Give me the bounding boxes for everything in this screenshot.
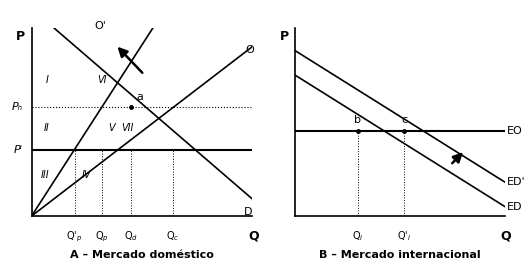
- Text: ED: ED: [507, 202, 522, 212]
- Text: Pₕ: Pₕ: [12, 102, 23, 112]
- Text: Pᴵ: Pᴵ: [14, 145, 23, 155]
- Text: O': O': [94, 21, 106, 32]
- Text: Q$_c$: Q$_c$: [166, 229, 180, 243]
- Text: ED': ED': [507, 177, 525, 187]
- Text: II: II: [44, 122, 50, 132]
- Text: D: D: [244, 207, 252, 217]
- Text: I: I: [46, 75, 48, 85]
- Text: V: V: [108, 122, 114, 132]
- Text: VI: VI: [97, 75, 107, 85]
- Text: Q'$_i$: Q'$_i$: [397, 229, 411, 243]
- Text: VII: VII: [122, 122, 134, 132]
- Text: a: a: [136, 92, 144, 102]
- Text: P: P: [279, 30, 289, 43]
- Text: Q$_p$: Q$_p$: [95, 229, 109, 244]
- Text: P: P: [16, 30, 25, 43]
- Text: Q$_i$: Q$_i$: [352, 229, 363, 243]
- Text: b: b: [354, 115, 361, 125]
- Text: EO: EO: [507, 126, 523, 136]
- Text: A – Mercado doméstico: A – Mercado doméstico: [70, 250, 214, 260]
- Text: III: III: [41, 170, 49, 179]
- Text: O: O: [246, 45, 255, 55]
- Text: IV: IV: [82, 170, 92, 179]
- Text: Q: Q: [501, 229, 511, 242]
- Text: B – Mercado internacional: B – Mercado internacional: [319, 250, 481, 260]
- Text: Q$_d$: Q$_d$: [124, 229, 138, 243]
- Text: Q'$_p$: Q'$_p$: [66, 229, 83, 244]
- Text: Q: Q: [248, 229, 259, 242]
- Text: c: c: [401, 115, 407, 125]
